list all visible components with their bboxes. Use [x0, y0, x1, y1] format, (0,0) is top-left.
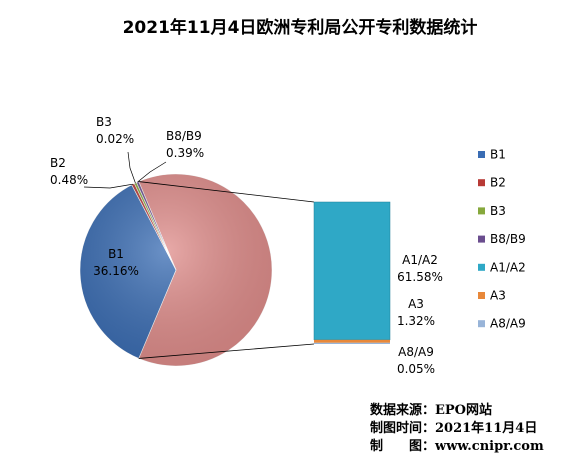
- main-pie: [79, 173, 273, 367]
- connector-lines: [138, 181, 315, 359]
- data-label-a8-a9: A8/A9 0.05%: [397, 345, 435, 376]
- legend-swatch-a1-a2: [478, 263, 485, 271]
- legend-swatch-a8-a9: [478, 320, 485, 328]
- bar-segment-a1-a2: [313, 201, 391, 341]
- legend-swatch-b2: [478, 179, 485, 187]
- legend-swatch-b3: [478, 207, 485, 215]
- legend-label-a1-a2: A1/A2: [490, 260, 526, 274]
- bar-segment-a3: [314, 339, 390, 343]
- legend-label-a8-a9: A8/A9: [490, 317, 526, 331]
- data-label-a3: A3 1.32%: [397, 297, 435, 328]
- leader-line-b8-b9: [137, 161, 167, 183]
- data-label-a1-a2: A1/A2 61.58%: [397, 253, 443, 284]
- legend: B1 B2 B3 B8/B9 A1/A2 A3 A8/A9: [478, 148, 526, 331]
- leader-line-b2: [83, 183, 134, 189]
- legend-swatch-a3: [478, 292, 485, 299]
- source-line-1: 数据来源：EPO网站: [370, 402, 492, 418]
- data-label-b1: B1 36.16%: [93, 247, 139, 278]
- legend-label-a3: A3: [490, 289, 506, 303]
- connector-line-top: [138, 181, 315, 203]
- legend-label-b1: B1: [490, 148, 506, 162]
- pie-shade: [80, 174, 272, 366]
- bar-segment-a8-a9: [314, 342, 390, 344]
- legend-label-b8-b9: B8/B9: [490, 232, 526, 246]
- leader-line-b3: [127, 151, 136, 184]
- data-label-b8-b9: B8/B9 0.39%: [166, 129, 204, 160]
- data-label-b3: B3 0.02%: [96, 115, 134, 146]
- legend-swatch-b1: [478, 151, 485, 158]
- source-line-3: 制 图：www.cnipr.com: [370, 438, 544, 454]
- legend-label-b3: B3: [490, 204, 506, 218]
- chart-title: 2021年11月4日欧洲专利局公开专利数据统计: [123, 17, 478, 38]
- legend-label-b2: B2: [490, 176, 506, 190]
- breakdown-bar: [313, 201, 391, 344]
- data-label-b2: B2 0.48%: [50, 156, 88, 187]
- source-line-2: 制图时间：2021年11月4日: [370, 420, 537, 436]
- legend-swatch-b8-b9: [478, 235, 485, 243]
- data-labels: B1 36.16% B2 0.48% B3 0.02% B8/B9 0.39% A1/A2 61.…: [50, 115, 443, 376]
- connector-line-bottom: [138, 343, 315, 359]
